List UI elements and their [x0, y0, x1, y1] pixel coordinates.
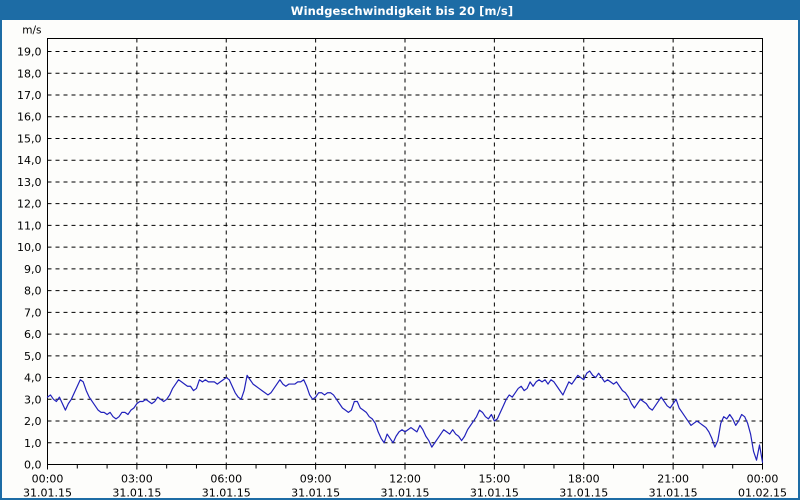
x-axis-date-label: 31.01.15	[470, 487, 519, 500]
y-axis-tick-label: 12,0	[17, 198, 42, 211]
wind-speed-line-chart: 19,0 18,0 17,0 16,0 15,0 14,0 13,0 12,0 11,0 10,0…	[17, 25, 787, 500]
y-axis-tick-label: 18,0	[17, 67, 42, 80]
wind-speed-data-line	[46, 370, 764, 463]
y-axis-tick-label: 1,0	[24, 437, 42, 450]
y-axis-tick-label: 5,0	[24, 350, 42, 363]
x-axis-time-label: 12:00	[389, 473, 421, 486]
x-axis-time-label: 06:00	[210, 473, 242, 486]
x-axis-time-label: 00:00	[32, 473, 64, 486]
y-axis-tick-label: 7,0	[24, 306, 42, 319]
x-axis-date-label: 01.02.15	[738, 487, 787, 500]
y-axis-tick-label: 11,0	[17, 219, 42, 232]
x-axis-date-label: 31.01.15	[23, 487, 72, 500]
x-axis-date-label: 31.01.15	[381, 487, 430, 500]
y-axis-tick-label: 2,0	[24, 415, 42, 428]
horizontal-gridlines	[47, 51, 763, 444]
y-axis-tick-label: 16,0	[17, 111, 42, 124]
x-axis-date-label: 31.01.15	[291, 487, 340, 500]
y-axis-tick-label: 6,0	[24, 328, 42, 341]
x-axis-time-label: 00:00	[747, 473, 779, 486]
y-axis-unit-label: m/s	[22, 25, 41, 37]
x-axis-ticks	[47, 464, 763, 470]
y-axis-tick-label: 9,0	[24, 263, 42, 276]
vertical-gridlines	[136, 38, 674, 465]
y-axis-tick-label: 8,0	[24, 285, 42, 298]
x-axis-time-label: 18:00	[568, 473, 600, 486]
chart-plot-container: 19,0 18,0 17,0 16,0 15,0 14,0 13,0 12,0 11,0 10,0…	[2, 20, 798, 500]
y-axis-tick-label: 3,0	[24, 393, 42, 406]
x-axis-time-label: 15:00	[479, 473, 511, 486]
window-title-bar: Windgeschwindigkeit bis 20 [m/s]	[2, 2, 798, 20]
x-axis-time-label: 21:00	[657, 473, 689, 486]
x-axis-time-label: 03:00	[121, 473, 153, 486]
y-axis-tick-label: 0,0	[24, 459, 42, 472]
y-axis-tick-labels: 19,0 18,0 17,0 16,0 15,0 14,0 13,0 12,0 11,0 10,0…	[17, 46, 42, 472]
y-axis-tick-label: 15,0	[17, 132, 42, 145]
y-axis-tick-label: 19,0	[17, 46, 42, 59]
y-axis-tick-label: 10,0	[17, 241, 42, 254]
y-axis-tick-label: 14,0	[17, 154, 42, 167]
x-axis-date-label: 31.01.15	[112, 487, 161, 500]
y-axis-tick-label: 13,0	[17, 176, 42, 189]
x-axis-date-label: 31.01.15	[559, 487, 608, 500]
x-axis-date-label: 31.01.15	[649, 487, 698, 500]
y-axis-tick-label: 17,0	[17, 89, 42, 102]
x-axis-date-label: 31.01.15	[202, 487, 251, 500]
y-axis-tick-label: 4,0	[24, 372, 42, 385]
page-title: Windgeschwindigkeit bis 20 [m/s]	[290, 4, 514, 18]
x-axis-tick-labels: 00:0031.01.1503:0031.01.1506:0031.01.150…	[23, 473, 787, 500]
x-axis-time-label: 09:00	[300, 473, 332, 486]
